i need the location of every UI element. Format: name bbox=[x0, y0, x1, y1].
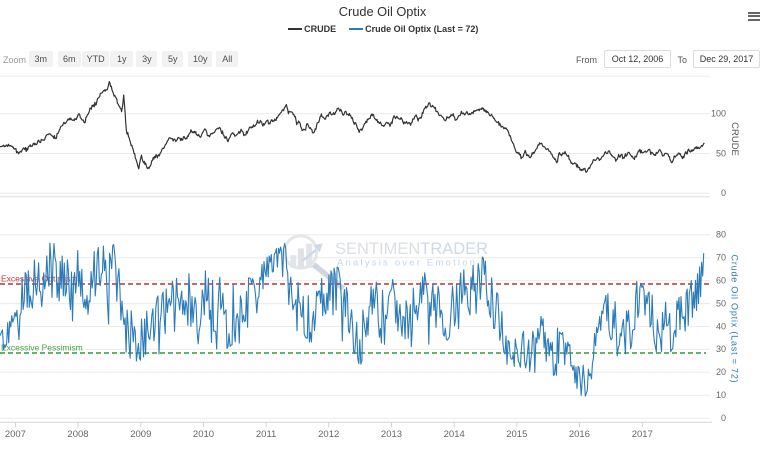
svg-text:2016: 2016 bbox=[569, 429, 590, 440]
svg-text:2012: 2012 bbox=[318, 429, 339, 440]
svg-text:2009: 2009 bbox=[130, 429, 151, 440]
svg-text:2007: 2007 bbox=[5, 429, 26, 440]
svg-text:2017: 2017 bbox=[632, 429, 653, 440]
svg-text:80: 80 bbox=[716, 230, 726, 240]
svg-text:40: 40 bbox=[716, 321, 726, 331]
svg-text:2008: 2008 bbox=[67, 429, 88, 440]
svg-text:2010: 2010 bbox=[193, 429, 214, 440]
svg-text:CRUDE: CRUDE bbox=[729, 122, 740, 156]
svg-text:2013: 2013 bbox=[381, 429, 402, 440]
svg-text:2014: 2014 bbox=[444, 429, 465, 440]
svg-text:2015: 2015 bbox=[506, 429, 527, 440]
svg-text:50: 50 bbox=[716, 148, 726, 158]
svg-text:50: 50 bbox=[716, 298, 726, 308]
svg-text:Crude Oil Optix (Last = 72): Crude Oil Optix (Last = 72) bbox=[730, 255, 740, 384]
svg-text:SENTIMENTRADER: SENTIMENTRADER bbox=[335, 240, 488, 258]
svg-text:20: 20 bbox=[716, 367, 726, 377]
svg-text:70: 70 bbox=[716, 253, 726, 263]
svg-text:60: 60 bbox=[716, 275, 726, 285]
svg-text:100: 100 bbox=[711, 109, 726, 119]
svg-text:30: 30 bbox=[716, 344, 726, 354]
svg-text:0: 0 bbox=[721, 413, 726, 423]
svg-text:10: 10 bbox=[716, 390, 726, 400]
svg-text:0: 0 bbox=[721, 188, 726, 198]
svg-text:Excessive Pessimism: Excessive Pessimism bbox=[1, 343, 83, 353]
svg-text:Analysis over Emotion: Analysis over Emotion bbox=[337, 258, 477, 269]
svg-text:2011: 2011 bbox=[256, 429, 276, 440]
